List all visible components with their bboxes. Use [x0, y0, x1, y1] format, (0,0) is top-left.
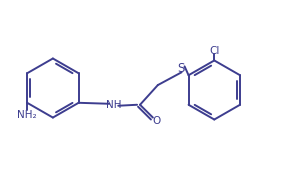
Text: S: S — [177, 62, 184, 75]
Text: NH₂: NH₂ — [17, 110, 37, 120]
Text: Cl: Cl — [209, 46, 220, 56]
Text: NH: NH — [106, 100, 121, 110]
Text: O: O — [153, 117, 161, 127]
